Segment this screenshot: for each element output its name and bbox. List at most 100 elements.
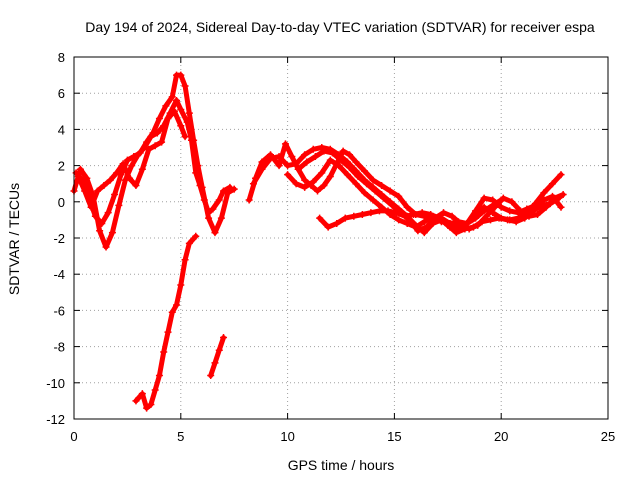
data-point xyxy=(130,153,138,161)
data-point xyxy=(546,200,554,208)
data-point xyxy=(422,223,430,231)
tick-marks xyxy=(73,56,609,420)
data-point xyxy=(360,167,368,175)
data-point xyxy=(147,401,155,409)
data-point xyxy=(418,209,426,217)
data-point xyxy=(190,136,198,144)
y-tick-label: -4 xyxy=(53,267,65,282)
data-point xyxy=(326,172,334,180)
data-point xyxy=(149,129,157,137)
data-point xyxy=(557,171,565,179)
series-track-1 xyxy=(70,96,234,251)
data-point xyxy=(192,232,200,240)
data-point xyxy=(320,147,328,155)
data-point xyxy=(173,301,181,309)
data-point xyxy=(412,223,420,231)
data-point xyxy=(371,187,379,195)
data-point xyxy=(403,203,411,211)
series-track-4 xyxy=(132,232,200,412)
data-point xyxy=(115,201,123,209)
data-point xyxy=(211,229,219,237)
data-point xyxy=(316,214,324,222)
data-point xyxy=(320,182,328,190)
data-point xyxy=(83,174,91,182)
data-point xyxy=(309,178,317,186)
x-tick-label: 5 xyxy=(177,429,184,444)
data-point xyxy=(529,207,537,215)
data-point xyxy=(111,191,119,199)
chart-title: Day 194 of 2024, Sidereal Day-to-day VTE… xyxy=(85,19,595,35)
data-point xyxy=(207,372,215,380)
data-point xyxy=(386,210,394,218)
y-tick-label: 0 xyxy=(58,195,65,210)
data-point xyxy=(454,223,462,231)
data-point xyxy=(258,165,266,173)
data-point xyxy=(410,210,418,218)
data-point xyxy=(497,196,505,204)
y-tick-label: -8 xyxy=(53,340,65,355)
data-point xyxy=(540,189,548,197)
data-point xyxy=(429,212,437,220)
data-point xyxy=(401,212,409,220)
data-point xyxy=(311,153,319,161)
data-point xyxy=(132,397,140,405)
data-point xyxy=(158,138,166,146)
data-point xyxy=(367,209,375,217)
data-point xyxy=(301,151,309,159)
data-point xyxy=(303,158,311,166)
data-point xyxy=(170,107,178,115)
data-point xyxy=(220,187,228,195)
data-point xyxy=(136,149,144,157)
data-point xyxy=(388,201,396,209)
data-point xyxy=(346,151,354,159)
data-point xyxy=(294,165,302,173)
y-tick-label: -2 xyxy=(53,231,65,246)
data-point xyxy=(143,404,151,412)
data-point xyxy=(162,102,170,110)
x-tick-labels: 0 5 10 15 20 25 xyxy=(70,429,615,444)
data-point xyxy=(160,348,168,356)
data-point xyxy=(104,209,112,217)
data-point xyxy=(164,328,172,336)
series-line xyxy=(295,148,566,234)
x-tick-label: 10 xyxy=(280,429,294,444)
series-line xyxy=(208,335,226,379)
data-point xyxy=(100,182,108,190)
data-point xyxy=(181,82,189,90)
data-point xyxy=(354,172,362,180)
data-point xyxy=(369,196,377,204)
data-point xyxy=(119,160,127,168)
data-point xyxy=(138,165,146,173)
data-point xyxy=(292,160,300,168)
data-point xyxy=(328,149,336,157)
data-point xyxy=(106,176,114,184)
data-point xyxy=(512,218,520,226)
data-point xyxy=(314,187,322,195)
data-point xyxy=(288,153,296,161)
data-point xyxy=(337,156,345,164)
data-point xyxy=(168,308,176,316)
data-point xyxy=(523,205,531,213)
data-point xyxy=(76,165,84,173)
series-track-3 xyxy=(74,107,189,211)
data-point xyxy=(151,386,159,394)
data-point xyxy=(194,162,202,170)
data-point xyxy=(151,142,159,150)
data-point xyxy=(469,223,477,231)
data-point xyxy=(378,182,386,190)
data-point xyxy=(380,194,388,202)
data-point xyxy=(555,194,563,202)
data-point xyxy=(521,214,529,222)
data-point xyxy=(339,147,347,155)
data-point xyxy=(168,93,176,101)
data-point xyxy=(472,207,480,215)
data-point xyxy=(378,203,386,211)
data-point xyxy=(343,171,351,179)
data-point xyxy=(177,281,185,289)
series-line xyxy=(71,97,233,250)
data-point xyxy=(275,153,283,161)
data-point xyxy=(506,207,514,215)
data-point xyxy=(281,140,289,148)
data-point xyxy=(123,156,131,164)
data-point xyxy=(230,185,238,193)
